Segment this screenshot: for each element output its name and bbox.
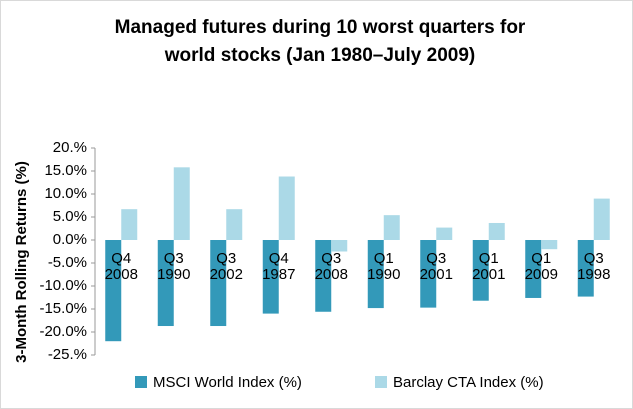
bar [541, 240, 558, 250]
y-tick-label: 15.0% [44, 162, 87, 179]
bar [367, 240, 384, 309]
y-tick-label: -20.0% [39, 323, 87, 340]
x-tick-label: Q1 1990 [367, 250, 401, 283]
bar [593, 198, 610, 240]
bar [331, 240, 348, 252]
bar [420, 240, 437, 308]
bar [226, 209, 243, 240]
x-tick-label: Q3 2008 [314, 250, 348, 283]
y-tick-label: -15.0% [39, 300, 87, 317]
bar [436, 227, 453, 240]
x-tick-label: Q1 2009 [524, 250, 558, 283]
bar [157, 240, 174, 327]
y-tick-label: -25.% [48, 346, 87, 363]
bar [472, 240, 489, 301]
bar [210, 240, 227, 327]
bar [577, 240, 594, 297]
bar [488, 222, 505, 240]
x-tick-label: Q3 1998 [577, 250, 611, 283]
bar [315, 240, 332, 312]
legend-swatch [135, 376, 147, 388]
x-tick-label: Q4 2008 [104, 250, 138, 283]
bar [173, 167, 190, 240]
legend-label: Barclay CTA Index (%) [393, 374, 544, 391]
bar [105, 240, 122, 342]
x-tick-label: Q4 1987 [262, 250, 296, 283]
bar [121, 209, 138, 240]
legend-label: MSCI World Index (%) [153, 374, 302, 391]
y-tick-label: 10.0% [44, 185, 87, 202]
y-tick-label: -5.0% [48, 254, 87, 271]
y-tick-label: 0.0% [53, 231, 87, 248]
y-tick-label: -10.0% [39, 277, 87, 294]
y-tick-label: 20.% [53, 139, 87, 156]
x-tick-label: Q3 2001 [419, 250, 453, 283]
bar [278, 176, 295, 240]
x-tick-label: Q3 2002 [209, 250, 243, 283]
bar [262, 240, 279, 314]
x-tick-label: Q3 1990 [157, 250, 191, 283]
y-tick-label: 5.0% [53, 208, 87, 225]
bar [525, 240, 542, 298]
x-tick-label: Q1 2001 [472, 250, 506, 283]
bar [383, 215, 400, 240]
y-axis-label: 3-Month Rolling Returns (%) [13, 161, 30, 363]
legend-swatch [375, 376, 387, 388]
chart-title: Managed futures during 10 worst quarters… [114, 17, 526, 66]
